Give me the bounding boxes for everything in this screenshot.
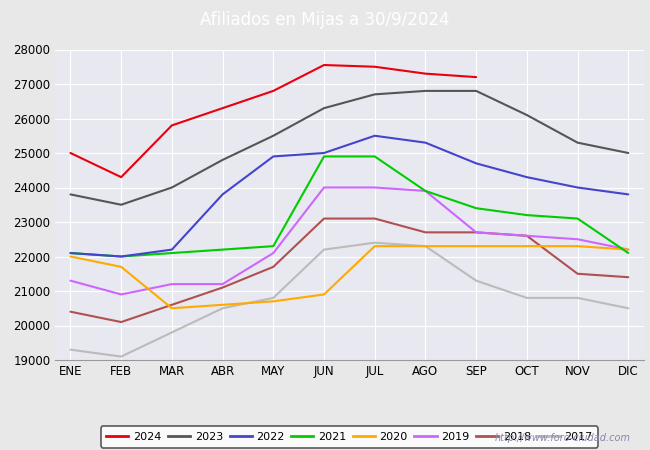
Text: Afiliados en Mijas a 30/9/2024: Afiliados en Mijas a 30/9/2024: [200, 11, 450, 29]
Text: http://www.foro-ciudad.com: http://www.foro-ciudad.com: [495, 433, 630, 443]
Legend: 2024, 2023, 2022, 2021, 2020, 2019, 2018, 2017: 2024, 2023, 2022, 2021, 2020, 2019, 2018…: [101, 427, 598, 448]
